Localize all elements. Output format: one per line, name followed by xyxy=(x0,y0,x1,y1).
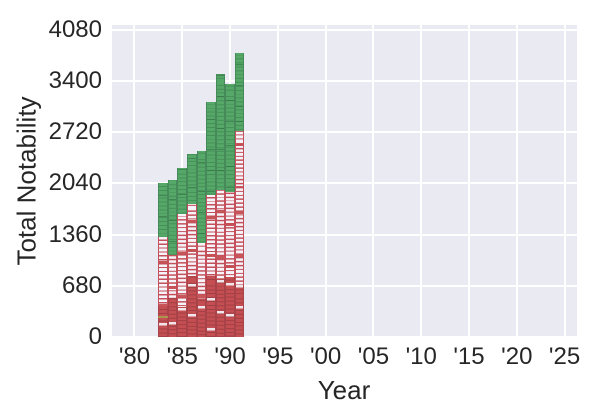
x-tick-label: '95 xyxy=(262,343,294,370)
y-tick-label: 680 xyxy=(61,271,102,299)
x-tick-label: '90 xyxy=(214,343,246,370)
green-top-section xyxy=(206,102,216,196)
y-gridline xyxy=(112,79,577,82)
bar-1991 xyxy=(234,25,245,337)
y-gridline xyxy=(112,182,577,185)
solid-red-bottom-section xyxy=(215,278,226,337)
white-red-outline-middle-section xyxy=(225,191,235,278)
x-gridline xyxy=(467,25,470,337)
white-red-outline-middle-section xyxy=(187,203,197,277)
bar-1989 xyxy=(215,25,226,337)
white-red-outline-middle-section xyxy=(215,190,226,279)
white-red-outline-middle-section xyxy=(177,213,188,307)
y-tick-label: 0 xyxy=(88,323,102,350)
x-tick-label: '80 xyxy=(118,343,151,370)
y-gridline xyxy=(112,336,577,337)
white-red-outline-middle-section xyxy=(196,243,207,299)
y-gridline xyxy=(112,284,577,287)
bar-1983 xyxy=(158,25,168,337)
bar-1990 xyxy=(225,25,235,337)
green-top-section xyxy=(234,53,245,131)
x-tick-label: '25 xyxy=(548,343,581,370)
x-tick-label: '15 xyxy=(453,343,485,370)
x-gridline xyxy=(372,25,375,337)
bar-1987 xyxy=(196,25,207,337)
solid-red-bottom-section xyxy=(234,285,245,337)
olive-segment xyxy=(158,316,168,319)
white-red-outline-middle-section xyxy=(167,255,178,298)
green-top-section xyxy=(196,151,207,244)
solid-red-bottom-section xyxy=(206,276,216,337)
y-tick-label: 2040 xyxy=(48,169,102,197)
y-gridline xyxy=(112,131,577,133)
white-red-outline-middle-section xyxy=(158,236,168,307)
y-tick-label: 3400 xyxy=(48,66,102,94)
bar-1984 xyxy=(167,25,178,337)
green-top-section xyxy=(158,182,168,237)
solid-red-bottom-section xyxy=(158,306,168,337)
x-tick-label: '00 xyxy=(309,343,342,370)
bar-1986 xyxy=(187,25,197,337)
y-gridline xyxy=(112,28,577,31)
x-gridline xyxy=(276,25,279,337)
plot-area xyxy=(112,25,577,337)
x-tick-label: '10 xyxy=(405,343,437,370)
bar-1985 xyxy=(177,25,188,337)
solid-red-bottom-section xyxy=(225,277,235,337)
x-tick-label: '85 xyxy=(166,343,198,370)
solid-red-bottom-section xyxy=(167,297,178,337)
white-red-outline-middle-section xyxy=(206,195,216,277)
solid-red-bottom-section xyxy=(196,298,207,337)
solid-red-bottom-section xyxy=(177,306,188,337)
x-tick-label: '20 xyxy=(501,343,533,370)
x-gridline xyxy=(515,25,518,337)
green-top-section xyxy=(187,153,197,204)
green-top-section xyxy=(177,167,188,214)
y-tick-label: 4080 xyxy=(48,15,102,43)
x-axis-label: Year xyxy=(317,375,371,405)
white-red-outline-middle-section xyxy=(234,130,245,286)
y-tick-label: 2720 xyxy=(48,118,102,145)
green-top-section xyxy=(225,83,235,192)
x-gridline xyxy=(420,25,423,337)
y-gridline xyxy=(112,233,577,236)
x-tick-label: '05 xyxy=(357,343,390,370)
x-gridline xyxy=(563,25,566,337)
x-gridline xyxy=(133,25,136,337)
green-top-section xyxy=(215,74,226,191)
solid-red-bottom-section xyxy=(187,276,197,337)
green-top-section xyxy=(167,180,178,256)
y-tick-label: 1360 xyxy=(48,220,102,248)
bar-1988 xyxy=(206,25,216,337)
x-gridline xyxy=(324,25,327,337)
